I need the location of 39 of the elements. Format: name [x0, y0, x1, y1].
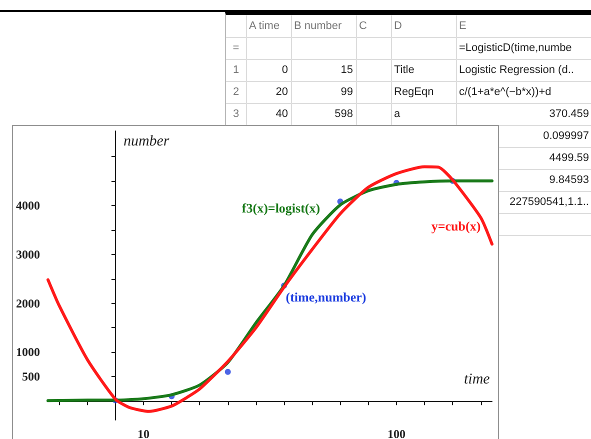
y-tick-label: 4000 — [16, 198, 40, 212]
text: A time — [249, 19, 281, 34]
text: = — [232, 41, 240, 56]
text: E — [459, 19, 468, 34]
text: 370.459 — [548, 107, 589, 122]
point — [224, 368, 231, 375]
x-axis-title: time — [464, 372, 490, 388]
text: 20 — [274, 85, 288, 100]
text: =LogisticD(time,numbe — [459, 41, 573, 56]
text: RegEqn — [394, 85, 435, 100]
text: Logistic Regression (d.. — [459, 63, 575, 78]
text: 0 — [280, 63, 288, 78]
text: c/(1+a*e^(−b*x))+d — [459, 85, 552, 100]
x-tick-label: 100 — [387, 427, 406, 439]
text: 15 — [340, 63, 353, 78]
text: 598 — [334, 107, 353, 122]
text: 227590541,1.1.. — [508, 195, 589, 210]
text: B number — [294, 19, 343, 34]
y-tick-label: 500 — [22, 370, 40, 384]
y-tick-label: 3000 — [16, 247, 40, 262]
annotation: (time,number) — [286, 290, 366, 304]
annotation: f3(x)=logist(x) — [242, 200, 320, 216]
annotation: y=cub(x) — [431, 218, 481, 234]
text: D — [394, 19, 403, 34]
text: 1 — [232, 63, 240, 78]
text: 2 — [232, 85, 240, 100]
text: a — [394, 107, 402, 122]
text: 40 — [274, 107, 288, 122]
text: 99 — [340, 85, 353, 100]
text: 0.099997 — [542, 129, 589, 144]
y-tick-label: 2000 — [16, 296, 40, 310]
y-tick-label: 1000 — [16, 345, 40, 360]
text: 3 — [232, 107, 240, 122]
text: C — [359, 19, 368, 34]
text: 4499.59 — [548, 151, 589, 166]
y-axis-title: number — [123, 134, 170, 150]
text: Title — [394, 63, 416, 78]
text: 9.84593 — [548, 173, 589, 188]
x-tick-label: 10 — [138, 427, 150, 439]
